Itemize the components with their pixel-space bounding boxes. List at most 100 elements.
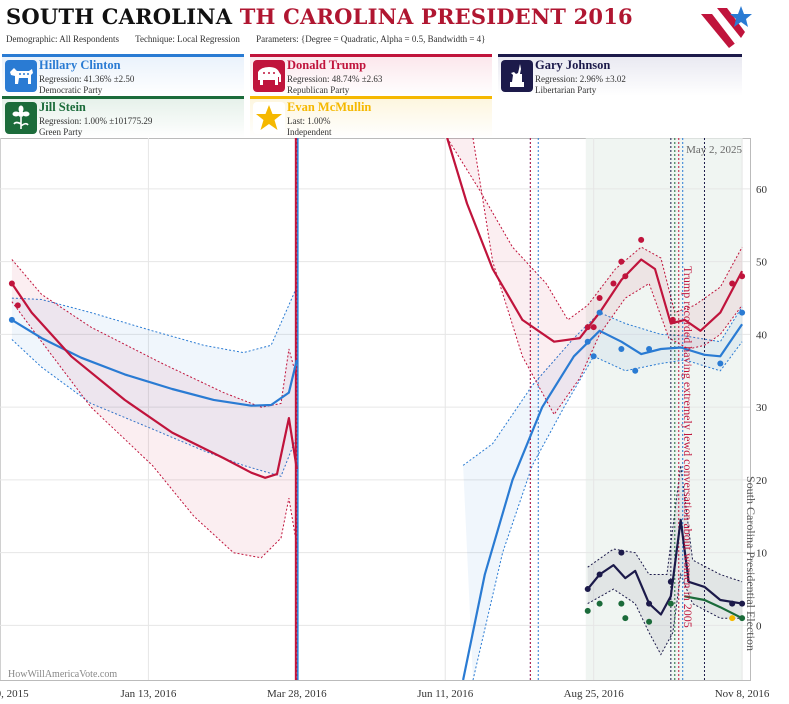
jill-stein-poll-point — [739, 615, 746, 622]
candidate-card-clinton[interactable]: Hillary Clinton Regression: 41.36% ±2.50… — [2, 54, 244, 96]
chart-date-label: May 2, 2025 — [686, 144, 742, 156]
gary-johnson-poll-point — [667, 578, 674, 585]
candidate-name: Jill Stein — [39, 100, 86, 114]
jill-stein-poll-point — [646, 618, 653, 625]
hillary-clinton-poll-point — [596, 309, 603, 316]
hillary-clinton-poll-point — [646, 345, 653, 352]
gary-johnson-poll-point — [729, 600, 736, 607]
jill-stein-poll-point — [667, 600, 674, 607]
star-icon — [253, 102, 285, 134]
gary-johnson-upper-bound — [587, 465, 743, 583]
x-tick-label: Jun 11, 2016 — [417, 688, 474, 700]
candidate-card-mcmullin[interactable]: Evan McMullin Last: 1.00% Independent — [250, 96, 492, 138]
hillary-clinton-trend-line — [462, 323, 744, 680]
hillary-clinton-confidence-band — [463, 306, 743, 680]
y-tick-label: 40 — [756, 329, 768, 341]
x-tick-label: Aug 25, 2016 — [564, 688, 625, 700]
donald-trump-poll-point — [669, 316, 676, 323]
gary-johnson-poll-point — [596, 571, 603, 578]
donald-trump-poll-point — [729, 280, 736, 287]
candidate-regression: Regression: 48.74% ±2.63 — [287, 74, 383, 84]
gary-johnson-poll-point — [618, 549, 625, 556]
poll-chart[interactable]: 0 10 20 30 40 50 60 Oct 30, 2015 Jan 13, 2016 Mar… — [0, 138, 789, 704]
donald-trump-poll-point — [610, 280, 617, 287]
hillary-clinton-trend-line — [11, 318, 298, 407]
jill-stein-poll-point — [618, 600, 625, 607]
hillary-clinton-poll-point — [584, 338, 591, 345]
y-tick-label: 50 — [756, 257, 768, 269]
gary-johnson-trend-line — [586, 518, 743, 616]
gary-johnson-poll-point — [646, 600, 653, 607]
title-rest: TH CAROLINA PRESIDENT 2016 — [239, 4, 633, 29]
parameters-label: Parameters: {Degree = Quadratic, Alpha =… — [256, 34, 486, 44]
x-tick-label: Mar 28, 2016 — [267, 688, 327, 700]
hillary-clinton-poll-point — [632, 367, 639, 374]
evan-mcmullin-poll-point — [729, 615, 736, 622]
candidate-regression: Regression: 2.96% ±3.02 — [535, 74, 626, 84]
statue-of-liberty-icon — [501, 60, 533, 92]
donald-trump-upper-bound — [11, 259, 298, 408]
candidate-regression: Last: 1.00% — [287, 116, 331, 126]
title-state: SOUTH CAROLINA — [6, 4, 233, 29]
donald-trump-poll-point — [638, 236, 645, 243]
gary-johnson-poll-point — [739, 600, 746, 607]
jill-stein-trend-line — [684, 595, 743, 620]
candidate-card-johnson[interactable]: Gary Johnson Regression: 2.96% ±3.02 Lib… — [498, 54, 742, 96]
hillary-clinton-poll-point — [739, 309, 746, 316]
gary-johnson-lower-bound — [587, 572, 743, 656]
y-tick-label: 20 — [756, 475, 768, 487]
campaign-shaded-region — [585, 138, 743, 680]
candidate-regression: Regression: 41.36% ±2.50 — [39, 74, 135, 84]
donald-trump-upper-bound — [446, 138, 743, 321]
donald-trump-lower-bound — [472, 138, 743, 416]
candidate-party: Green Party — [39, 127, 83, 137]
hillary-clinton-confidence-band — [11, 287, 297, 477]
candidate-card-trump[interactable]: Donald Trump Regression: 48.74% ±2.63 Re… — [250, 54, 492, 96]
y-tick-label: 10 — [756, 548, 768, 560]
candidate-name: Evan McMullin — [287, 100, 372, 114]
candidate-party: Libertarian Party — [535, 85, 597, 95]
donkey-icon — [5, 60, 37, 92]
hillary-clinton-poll-point — [590, 353, 597, 360]
donald-trump-poll-point — [622, 273, 629, 280]
donald-trump-poll-point — [584, 324, 591, 331]
donald-trump-poll-point — [8, 280, 15, 287]
jill-stein-poll-point — [584, 607, 591, 614]
jill-stein-poll-point — [596, 600, 603, 607]
candidate-card-stein[interactable]: Jill Stein Regression: 1.00% ±101775.29 … — [2, 96, 244, 138]
candidate-name: Hillary Clinton — [39, 58, 121, 72]
event-label: Trump recorded having extremely lewd con… — [681, 266, 695, 628]
header: SOUTH CAROLINA TH CAROLINA PRESIDENT 201… — [0, 0, 789, 50]
flag-logo-icon[interactable] — [699, 4, 753, 48]
y-tick-label: 0 — [756, 620, 762, 632]
candidate-regression: Regression: 1.00% ±101775.29 — [39, 116, 153, 126]
donald-trump-trend-line — [446, 138, 744, 343]
hillary-clinton-lower-bound — [11, 339, 298, 477]
jill-stein-poll-point — [622, 615, 629, 622]
donald-trump-poll-point — [14, 302, 21, 309]
candidate-party: Republican Party — [287, 85, 350, 95]
candidate-party: Democratic Party — [39, 85, 103, 95]
x-tick-label: Oct 30, 2015 — [0, 688, 29, 700]
donald-trump-poll-point — [590, 324, 597, 331]
hillary-clinton-poll-point — [8, 316, 15, 323]
x-tick-label: Nov 8, 2016 — [715, 688, 770, 700]
candidate-party: Independent — [287, 127, 332, 137]
donald-trump-poll-point — [739, 273, 746, 280]
elephant-icon — [253, 60, 285, 92]
gary-johnson-confidence-band — [587, 465, 743, 655]
donald-trump-confidence-band — [11, 259, 297, 558]
event-label: South Carolina Presidential Election — [744, 476, 758, 651]
donald-trump-lower-bound — [11, 301, 298, 559]
watermark: HowWillAmericaVote.com — [8, 669, 117, 680]
page-title: SOUTH CAROLINA TH CAROLINA PRESIDENT 201… — [6, 4, 633, 29]
hillary-clinton-poll-point — [717, 360, 724, 367]
technique-label: Technique: Local Regression — [135, 34, 240, 44]
demographic-label: Demographic: All Respondents — [6, 34, 119, 44]
y-tick-label: 60 — [756, 184, 768, 196]
flower-icon — [5, 102, 37, 134]
candidate-name: Donald Trump — [287, 58, 367, 72]
donald-trump-poll-point — [596, 295, 603, 302]
donald-trump-poll-point — [618, 258, 625, 265]
donald-trump-trend-line — [10, 282, 298, 479]
